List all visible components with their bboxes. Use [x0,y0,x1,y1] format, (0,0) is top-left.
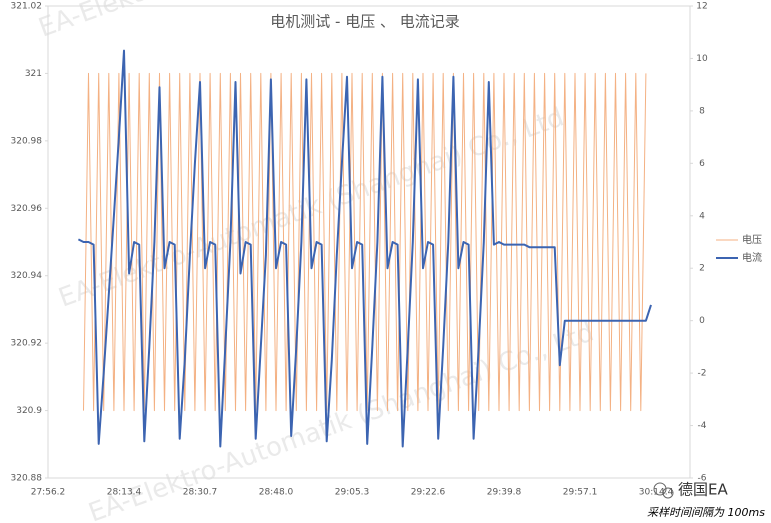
x-tick-label: 29:05.3 [335,488,370,498]
logo: 德国EA [653,481,728,499]
logo-icon [653,482,667,496]
x-tick-label: 30:14.4 [639,488,674,498]
logo-icon [662,487,674,499]
plot-frame [47,5,691,479]
y-tick-label: 321.02 [11,2,43,12]
y2-tick-label: -4 [698,421,707,431]
y2-tick-label: 10 [696,54,708,64]
series-line [77,49,652,448]
y-tick-label: 320.88 [11,474,43,484]
series-line [83,72,647,412]
y-tick-label: 320.94 [11,271,43,281]
y2-tick-label: 2 [699,264,705,274]
x-tick-label: 28:30.7 [183,488,218,498]
x-tick-label: 29:57.1 [563,488,598,498]
legend-label: 电流 [742,251,762,264]
y-tick-label: 320.98 [11,136,43,146]
x-tick-label: 28:48.0 [259,488,294,498]
y2-tick-label: 8 [699,106,705,116]
y2-tick-label: -2 [698,369,707,379]
y2-tick-label: 12 [696,2,707,12]
y-tick-label: 320.96 [11,204,43,214]
y2-tick-label: -6 [698,474,707,484]
logo-text: 德国EA [678,481,728,499]
y-tick-label: 320.92 [11,339,43,349]
y2-tick-label: 4 [699,211,705,221]
legend-label: 电压 [742,233,762,246]
x-tick-label: 29:39.8 [487,488,522,498]
caption: 采样时间间隔为 100ms [647,506,765,519]
y-tick-label: 320.9 [16,406,42,416]
y2-tick-label: 0 [699,316,705,326]
x-tick-label: 28:13.4 [107,488,142,498]
x-tick-label: 29:22.6 [411,488,446,498]
x-tick-label: 27:56.2 [31,488,66,498]
y-tick-label: 321 [25,69,42,79]
y2-tick-label: 6 [699,159,705,169]
chart-title: 电机测试 - 电压 、 电流记录 [270,13,460,31]
